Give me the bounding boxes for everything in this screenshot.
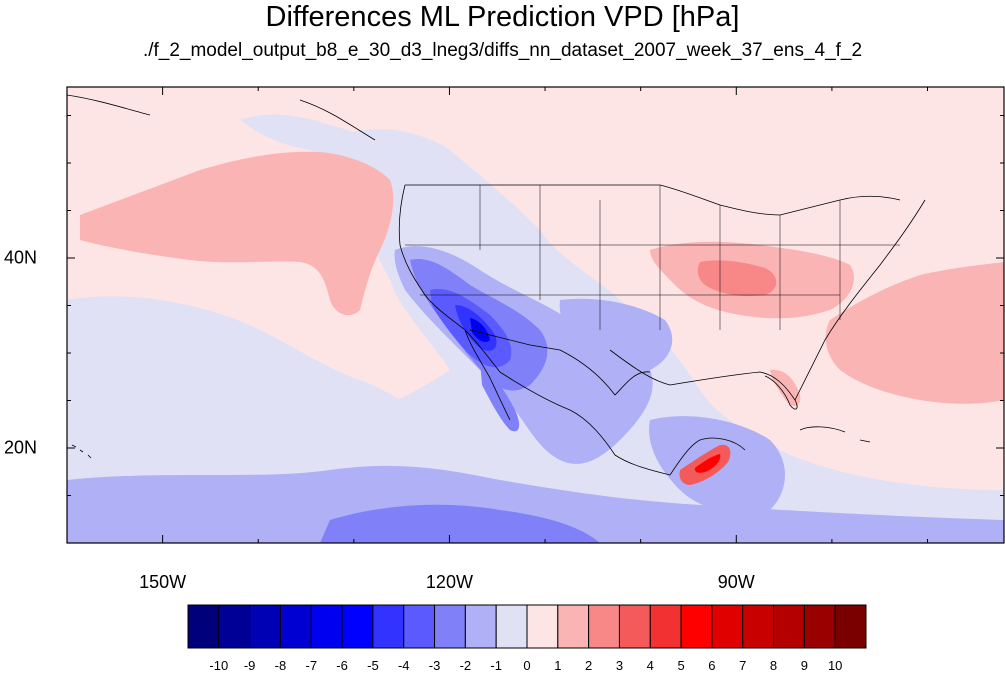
colorbar-label: 6 bbox=[708, 658, 716, 673]
colorbar-label: 7 bbox=[739, 658, 747, 673]
caribbean-islands bbox=[799, 426, 871, 443]
colorbar-label: 1 bbox=[554, 658, 562, 673]
coastline-atlantic bbox=[794, 199, 926, 401]
coastline-baja bbox=[464, 329, 511, 421]
region-pink-north-pacific bbox=[80, 151, 394, 316]
colorbar-label: 3 bbox=[615, 658, 624, 673]
colorbar-swatch bbox=[434, 604, 466, 649]
region-blue-5-core bbox=[470, 318, 490, 343]
lat-label: 40N bbox=[4, 247, 38, 268]
colorbar-swatch bbox=[279, 604, 312, 649]
colorbar-label: -3 bbox=[428, 658, 441, 673]
hawaii-islands bbox=[71, 444, 92, 459]
colorbar-label: 8 bbox=[769, 658, 778, 673]
colorbar-swatch bbox=[372, 604, 405, 649]
colorbar-swatch bbox=[834, 604, 867, 649]
region-light-blue-north bbox=[240, 114, 395, 165]
chart-subtitle: ./f_2_model_output_b8_e_30_d3_lneg3/diff… bbox=[142, 40, 863, 61]
coastline-mexico-west bbox=[499, 371, 671, 476]
lat-label: 20N bbox=[4, 437, 38, 458]
colorbar-swatch bbox=[403, 604, 436, 649]
colorbar-label: 2 bbox=[585, 658, 593, 673]
colorbar-swatch bbox=[618, 604, 651, 649]
lon-label: 90W bbox=[717, 572, 755, 592]
colorbar-label: -1 bbox=[490, 658, 502, 673]
colorbar-swatch bbox=[557, 604, 590, 649]
coastline-yucatan bbox=[669, 437, 746, 476]
contour-fields bbox=[67, 94, 1004, 543]
colorbar-label: 9 bbox=[800, 658, 808, 673]
colorbar-swatch bbox=[495, 604, 528, 649]
colorbar-swatch bbox=[310, 604, 343, 649]
region-blue-2-pacific bbox=[320, 504, 600, 543]
canada-coast bbox=[67, 94, 376, 141]
coastline-gulf bbox=[609, 349, 798, 410]
us-border-south bbox=[469, 329, 651, 396]
colorbar-label: 0 bbox=[523, 658, 531, 673]
colorbar-label: -9 bbox=[243, 658, 256, 673]
colorbar-label: 4 bbox=[646, 658, 654, 673]
colorbar-label: -6 bbox=[336, 658, 348, 673]
map-ticks bbox=[67, 87, 1004, 543]
map-frame bbox=[66, 86, 1005, 544]
colorbar-swatch bbox=[773, 604, 805, 649]
chart-title: Differences ML Prediction VPD [hPa] bbox=[265, 1, 740, 33]
colorbar-label: -10 bbox=[209, 658, 229, 673]
colorbar-label: -2 bbox=[459, 658, 472, 673]
region-red-midwest bbox=[697, 260, 777, 297]
colorbar-label: 10 bbox=[827, 658, 843, 673]
colorbar-swatch bbox=[742, 604, 775, 649]
colorbar-swatch bbox=[187, 604, 220, 649]
colorbar-swatch bbox=[249, 604, 281, 649]
colorbar-swatch bbox=[680, 604, 713, 649]
colorbar-label: -7 bbox=[305, 658, 318, 673]
colorbar-label: -5 bbox=[367, 658, 379, 673]
colorbar-label: 5 bbox=[677, 658, 685, 673]
region-red-yucatan-2 bbox=[694, 454, 721, 473]
region-blue-texas bbox=[559, 298, 673, 372]
state-lines bbox=[405, 185, 900, 330]
colorbar-swatch bbox=[464, 604, 497, 649]
colorbar-swatch bbox=[803, 604, 836, 649]
colorbar-swatch bbox=[711, 604, 744, 649]
region-pink-atlantic bbox=[825, 262, 1004, 404]
colorbar-swatch bbox=[218, 604, 251, 649]
lon-label: 150W bbox=[139, 572, 187, 592]
colorbar-swatch bbox=[526, 604, 559, 649]
colorbar-swatch bbox=[341, 604, 374, 649]
lon-label: 120W bbox=[425, 572, 473, 592]
colorbar-swatch bbox=[649, 604, 682, 649]
colorbar-label: -4 bbox=[397, 658, 410, 673]
colorbar-swatch bbox=[588, 604, 620, 649]
region-blue-pacific-band bbox=[67, 465, 1004, 543]
colorbar-label: -8 bbox=[274, 658, 287, 673]
